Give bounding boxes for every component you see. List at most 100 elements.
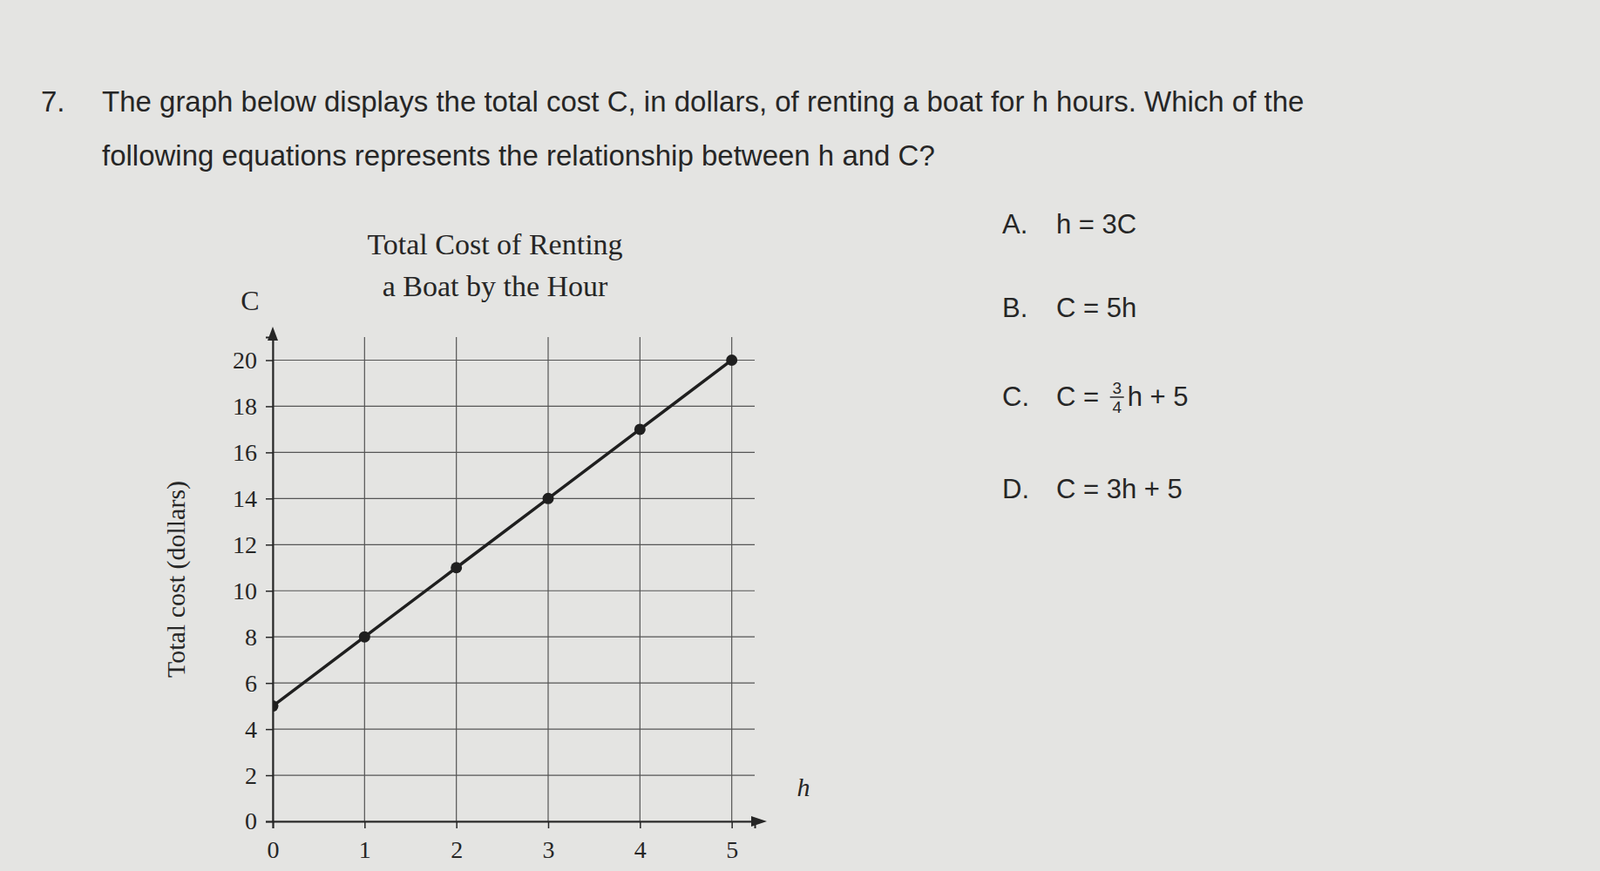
choice-letter: D. — [1002, 474, 1030, 505]
tick-label: 0 — [267, 836, 280, 864]
fraction-numerator: 3 — [1111, 379, 1122, 398]
tick-mark — [364, 821, 367, 829]
tick-mark — [265, 729, 273, 732]
tick: 2 — [244, 762, 273, 790]
question-line: The graph below displays the total cost … — [101, 85, 1304, 118]
fraction-denominator: 4 — [1111, 398, 1122, 417]
y-axis-symbol: C — [240, 284, 259, 317]
tick-mark — [265, 406, 273, 408]
tick-label: 10 — [232, 577, 258, 605]
y-axis-arrow — [267, 326, 278, 341]
tick-mark — [265, 683, 273, 685]
tick: 1 — [359, 821, 372, 864]
data-point — [542, 493, 555, 505]
tick-mark — [455, 821, 458, 829]
tick: 4 — [244, 716, 273, 744]
tick: 14 — [232, 485, 273, 513]
tick: 3 — [542, 821, 556, 864]
data-point — [272, 700, 279, 712]
grid-line-y — [272, 683, 755, 685]
tick-mark — [265, 498, 273, 501]
tick: 16 — [232, 439, 273, 467]
tick-label: 14 — [232, 485, 258, 513]
x-axis-symbol: h — [797, 772, 811, 802]
tick: 12 — [232, 531, 273, 559]
choice-equation-start: C = — [1056, 381, 1107, 413]
grid-line-y — [272, 452, 755, 454]
grid-line-x — [731, 337, 733, 822]
tick-label: 18 — [232, 393, 258, 421]
choice-letter: A. — [1002, 209, 1028, 240]
tick-mark — [265, 452, 273, 455]
tick: 4 — [634, 821, 647, 864]
x-axis-arrow — [751, 816, 767, 828]
data-point — [450, 562, 462, 574]
data-line — [272, 359, 733, 706]
axis-line — [265, 338, 274, 823]
grid-line-y — [272, 498, 755, 500]
tick-label: 16 — [232, 439, 258, 467]
tick-label: 3 — [542, 836, 556, 864]
tick: 8 — [244, 623, 273, 651]
grid-line-y — [272, 774, 755, 776]
tick-mark — [265, 544, 273, 547]
tick-label: 12 — [232, 531, 258, 559]
tick: 2 — [450, 821, 463, 864]
tick-mark — [265, 775, 273, 778]
tick-mark — [265, 637, 273, 639]
tick-mark — [265, 590, 273, 593]
page: 7. The graph below displays the total cos… — [0, 0, 1600, 871]
y-axis: 0 2 4 6 8 10 12 14 16 18 20 — [232, 338, 274, 836]
grid-line-y — [272, 406, 755, 407]
choice-equation-end: h + 5 — [1127, 381, 1189, 413]
tick-mark — [731, 821, 733, 829]
tick-mark — [265, 821, 273, 824]
choice-equation: C = 3h + 5 — [1056, 474, 1183, 505]
grid-line-x — [364, 337, 366, 822]
tick-mark — [639, 821, 642, 829]
tick-label: 4 — [634, 836, 647, 864]
tick: 18 — [232, 393, 273, 421]
tick: 0 — [267, 821, 280, 864]
axis-line — [273, 822, 756, 830]
choice-equation: h = 3C — [1056, 209, 1137, 240]
data-point — [725, 354, 738, 367]
tick-label: 2 — [450, 836, 463, 864]
tick-label: 5 — [725, 836, 739, 864]
y-axis-title: Total cost (dollars) — [161, 481, 191, 678]
question-line: following equations represents the relat… — [101, 139, 936, 172]
grid-line-y — [272, 544, 755, 546]
grid-line-x — [639, 337, 641, 822]
tick-mark — [265, 359, 273, 362]
choice-letter: C. — [1002, 381, 1030, 413]
tick: 0 — [244, 807, 273, 835]
tick-label: 20 — [232, 346, 258, 374]
grid-line-y — [272, 590, 755, 592]
chart-title: a Boat by the Hour — [382, 270, 609, 303]
tick: 5 — [725, 821, 739, 864]
grid — [272, 337, 755, 822]
choice-letter: B. — [1002, 292, 1028, 324]
tick-label: 2 — [244, 762, 258, 790]
tick-label: 6 — [244, 670, 258, 698]
data-point — [359, 631, 371, 644]
x-axis: 0 1 2 3 4 5 — [267, 821, 756, 864]
choice-equation: C = 5h — [1056, 292, 1137, 324]
tick-mark — [548, 821, 550, 829]
tick-label: 0 — [244, 807, 258, 835]
grid-line-y — [272, 728, 755, 730]
tick: 20 — [232, 346, 273, 374]
data-point — [634, 423, 646, 435]
plot-area — [272, 354, 738, 712]
tick-label: 8 — [244, 623, 258, 651]
tick-label: 4 — [244, 716, 258, 744]
tick: 6 — [244, 670, 273, 698]
question-number: 7. — [40, 85, 66, 118]
tick-label: 1 — [359, 836, 372, 864]
grid-line-y — [272, 637, 755, 638]
grid-line-y — [272, 359, 755, 361]
chart-title: Total Cost of Renting — [366, 228, 623, 261]
tick: 10 — [232, 577, 273, 605]
grid-line-x — [547, 337, 549, 822]
grid-line-x — [455, 337, 457, 822]
